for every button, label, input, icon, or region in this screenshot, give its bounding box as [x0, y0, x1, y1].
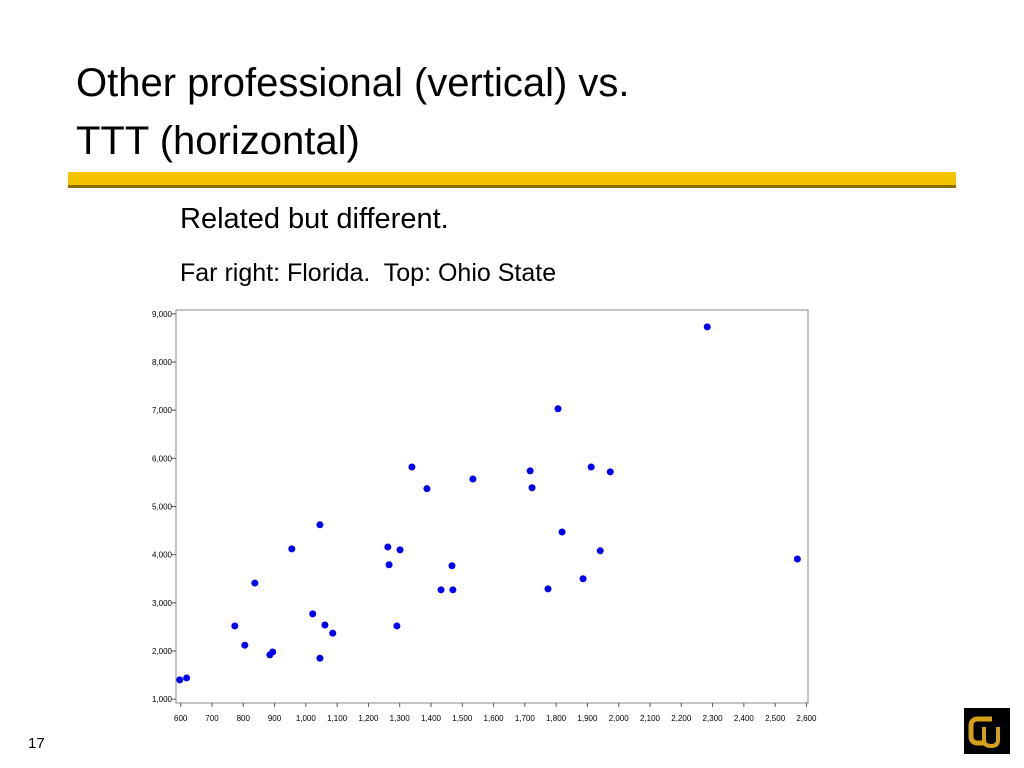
- x-tick-label: 2,500: [765, 714, 786, 723]
- point: [554, 405, 562, 413]
- point: [448, 562, 456, 570]
- point: [316, 654, 324, 662]
- x-tick-label: 2,200: [671, 714, 692, 723]
- x-tick-label: 1,200: [358, 714, 379, 723]
- point: [176, 676, 184, 684]
- x-tick-label: 2,000: [609, 714, 630, 723]
- title-line: TTT (horizontal): [76, 119, 360, 163]
- point: [544, 585, 552, 593]
- point: [469, 475, 477, 483]
- y-tick-label: 3,000: [152, 599, 173, 608]
- point: [269, 648, 277, 656]
- y-tick-label: 4,000: [152, 551, 173, 560]
- point: [329, 629, 337, 637]
- logo-u: [982, 727, 1000, 749]
- page-number: 17: [28, 735, 45, 752]
- point: [309, 610, 317, 618]
- point: [183, 674, 191, 682]
- point: [449, 586, 457, 594]
- point: [437, 586, 445, 594]
- point: [587, 463, 595, 471]
- y-tick-label: 6,000: [152, 454, 173, 463]
- x-tick-label: 1,700: [515, 714, 536, 723]
- title-line: Other professional (vertical) vs.: [76, 61, 630, 105]
- x-tick-label: 800: [237, 714, 251, 723]
- bullet: Far right: Florida. Top: Ohio State: [180, 259, 556, 287]
- point: [393, 622, 401, 630]
- x-tick-label: 2,600: [796, 714, 817, 723]
- point: [316, 521, 324, 529]
- point: [288, 545, 296, 553]
- point: [396, 546, 404, 554]
- x-tick-label: 900: [268, 714, 282, 723]
- x-tick-label: 1,400: [421, 714, 442, 723]
- point: [528, 484, 536, 492]
- point: [385, 561, 393, 569]
- x-tick-label: 2,400: [734, 714, 755, 723]
- x-tick-label: 1,100: [327, 714, 348, 723]
- x-tick-label: 1,500: [452, 714, 473, 723]
- logo: [964, 708, 1010, 754]
- bullet: Related but different.: [180, 203, 449, 235]
- x-tick-label: 1,300: [390, 714, 411, 723]
- point: [596, 547, 604, 555]
- y-tick-label: 1,000: [152, 695, 173, 704]
- point: [558, 528, 566, 536]
- x-tick-label: 1,800: [546, 714, 567, 723]
- point: [606, 468, 614, 476]
- x-tick-label: 600: [174, 714, 188, 723]
- point: [703, 323, 711, 331]
- y-tick-label: 7,000: [152, 406, 173, 415]
- y-tick-label: 5,000: [152, 503, 173, 512]
- x-tick-label: 2,100: [640, 714, 661, 723]
- x-tick-label: 1,600: [484, 714, 505, 723]
- point: [231, 622, 239, 630]
- x-tick-label: 1,900: [577, 714, 598, 723]
- title-rule-shadow: [68, 185, 956, 188]
- y-tick-label: 2,000: [152, 647, 173, 656]
- x-tick-label: 700: [205, 714, 219, 723]
- y-tick-label: 8,000: [152, 358, 173, 367]
- x-tick-label: 1,000: [296, 714, 317, 723]
- point: [384, 543, 392, 551]
- y-tick-label: 9,000: [152, 310, 173, 319]
- logo-c: [968, 716, 992, 746]
- point: [423, 485, 431, 493]
- point: [579, 575, 587, 583]
- point: [241, 641, 249, 649]
- point: [526, 467, 534, 475]
- title-rule: [68, 172, 956, 186]
- point: [251, 579, 259, 587]
- point: [408, 463, 416, 471]
- x-tick-label: 2,300: [703, 714, 724, 723]
- point: [793, 555, 801, 563]
- point: [321, 621, 329, 629]
